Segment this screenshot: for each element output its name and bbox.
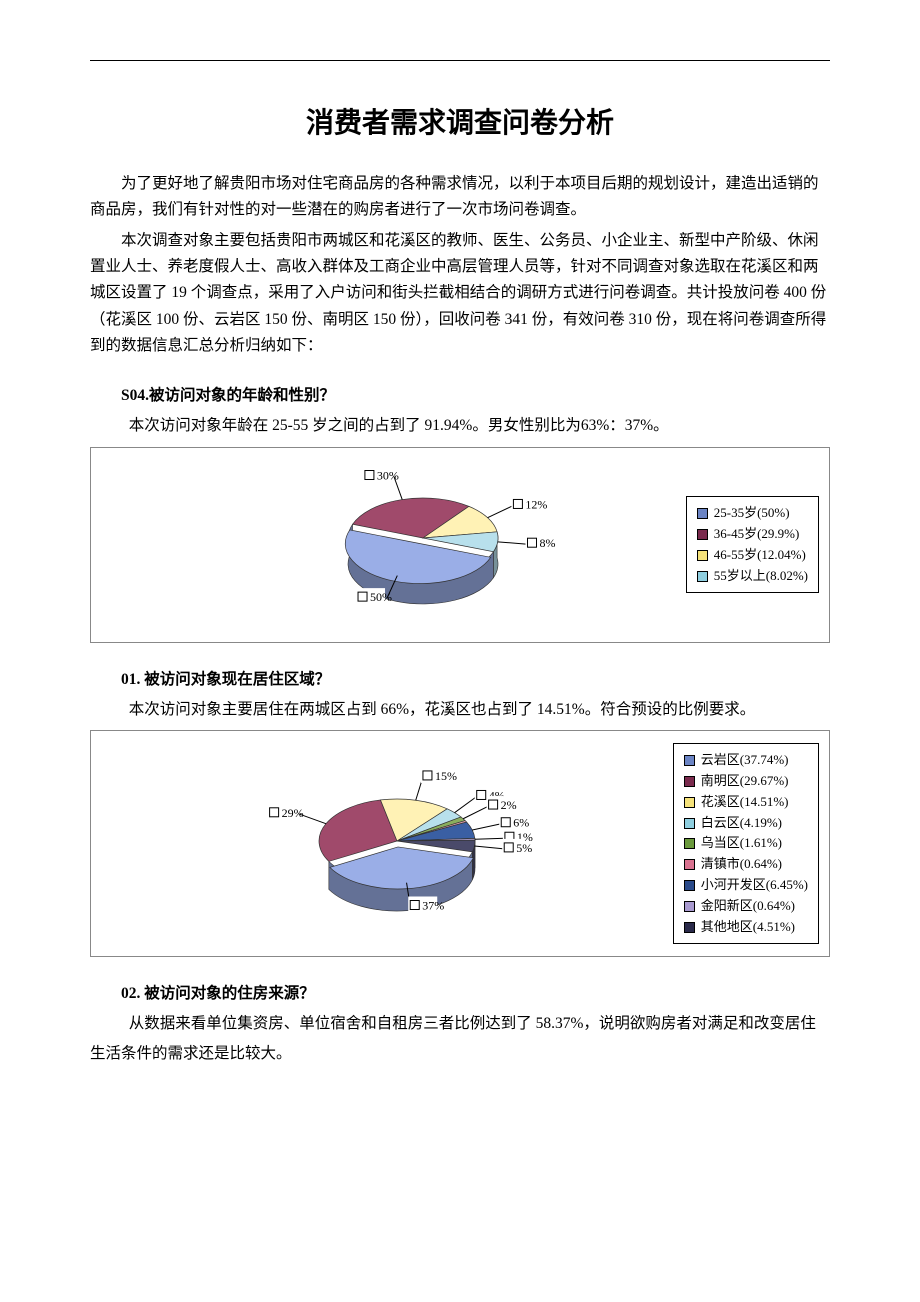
intro-paragraph-1: 为了更好地了解贵阳市场对住宅商品房的各种需求情况，以利于本项目后期的规划设计，建… (90, 171, 830, 224)
s01-chart-container: 37%29%15%4%2%6%1%5% 云岩区(37.74%)南明区(29.67… (90, 730, 830, 957)
s01-legend: 云岩区(37.74%)南明区(29.67%)花溪区(14.51%)白云区(4.1… (673, 743, 819, 944)
legend-label: 36-45岁(29.9%) (714, 524, 800, 545)
svg-text:30%: 30% (377, 468, 399, 482)
legend-item: 乌当区(1.61%) (684, 833, 808, 854)
legend-item: 花溪区(14.51%) (684, 792, 808, 813)
legend-item: 云岩区(37.74%) (684, 750, 808, 771)
svg-text:2%: 2% (500, 798, 516, 812)
s04-chart-container: 50% 30% 12% 8% 25-35岁(50%)36-45岁(29.9%)46-5… (90, 447, 830, 643)
s04-pie-chart: 50% 30% 12% 8% (213, 460, 573, 630)
legend-label: 小河开发区(6.45%) (701, 875, 808, 896)
legend-label: 云岩区(37.74%) (701, 750, 789, 771)
legend-item: 25-35岁(50%) (697, 503, 808, 524)
legend-swatch (684, 901, 695, 912)
legend-item: 金阳新区(0.64%) (684, 896, 808, 917)
legend-item: 其他地区(4.51%) (684, 917, 808, 938)
legend-label: 清镇市(0.64%) (701, 854, 782, 875)
svg-text:15%: 15% (435, 769, 457, 783)
s02-answer: 从数据来看单位集资房、单位宿舍和自租房三者比例达到了 58.37%，说明欲购房者… (90, 1009, 830, 1068)
s01-pie-area: 37%29%15%4%2%6%1%5% (101, 749, 673, 939)
legend-swatch (697, 550, 708, 561)
legend-label: 金阳新区(0.64%) (701, 896, 795, 917)
s01-pie-chart: 37%29%15%4%2%6%1%5% (197, 749, 577, 939)
s04-legend: 25-35岁(50%)36-45岁(29.9%)46-55岁(12.04%)55… (686, 496, 819, 593)
legend-swatch (684, 859, 695, 870)
s04-answer: 本次访问对象年龄在 25-55 岁之间的占到了 91.94%。男女性别比为63%… (90, 411, 830, 440)
svg-text:50%: 50% (370, 590, 392, 604)
svg-text:5%: 5% (516, 841, 532, 855)
legend-label: 白云区(4.19%) (701, 813, 782, 834)
legend-swatch (697, 571, 708, 582)
legend-label: 花溪区(14.51%) (701, 792, 789, 813)
legend-item: 46-55岁(12.04%) (697, 545, 808, 566)
svg-text:6%: 6% (513, 816, 529, 830)
legend-label: 55岁以上(8.02%) (714, 566, 808, 587)
legend-swatch (684, 922, 695, 933)
intro-paragraph-2: 本次调查对象主要包括贵阳市两城区和花溪区的教师、医生、公务员、小企业主、新型中产… (90, 228, 830, 360)
legend-item: 55岁以上(8.02%) (697, 566, 808, 587)
legend-swatch (684, 818, 695, 829)
s01-question: 01. 被访问对象现在居住区域？ (90, 667, 830, 689)
legend-swatch (684, 880, 695, 891)
legend-swatch (684, 797, 695, 808)
legend-label: 25-35岁(50%) (714, 503, 790, 524)
svg-text:29%: 29% (281, 806, 303, 820)
svg-text:12%: 12% (526, 497, 548, 511)
legend-label: 南明区(29.67%) (701, 771, 789, 792)
top-divider (90, 60, 830, 61)
legend-swatch (684, 776, 695, 787)
legend-swatch (684, 755, 695, 766)
legend-swatch (684, 838, 695, 849)
legend-item: 清镇市(0.64%) (684, 854, 808, 875)
s04-pie-area: 50% 30% 12% 8% (101, 460, 686, 630)
svg-text:8%: 8% (540, 536, 556, 550)
legend-label: 46-55岁(12.04%) (714, 545, 806, 566)
legend-item: 36-45岁(29.9%) (697, 524, 808, 545)
legend-label: 其他地区(4.51%) (701, 917, 795, 938)
legend-item: 白云区(4.19%) (684, 813, 808, 834)
legend-item: 小河开发区(6.45%) (684, 875, 808, 896)
s01-answer: 本次访问对象主要居住在两城区占到 66%，花溪区也占到了 14.51%。符合预设… (90, 695, 830, 724)
s04-question: S04.被访问对象的年龄和性别？ (90, 383, 830, 405)
s02-question: 02. 被访问对象的住房来源？ (90, 981, 830, 1003)
legend-label: 乌当区(1.61%) (701, 833, 782, 854)
legend-item: 南明区(29.67%) (684, 771, 808, 792)
svg-text:37%: 37% (422, 898, 444, 912)
legend-swatch (697, 508, 708, 519)
page-title: 消费者需求调查问卷分析 (90, 101, 830, 141)
legend-swatch (697, 529, 708, 540)
